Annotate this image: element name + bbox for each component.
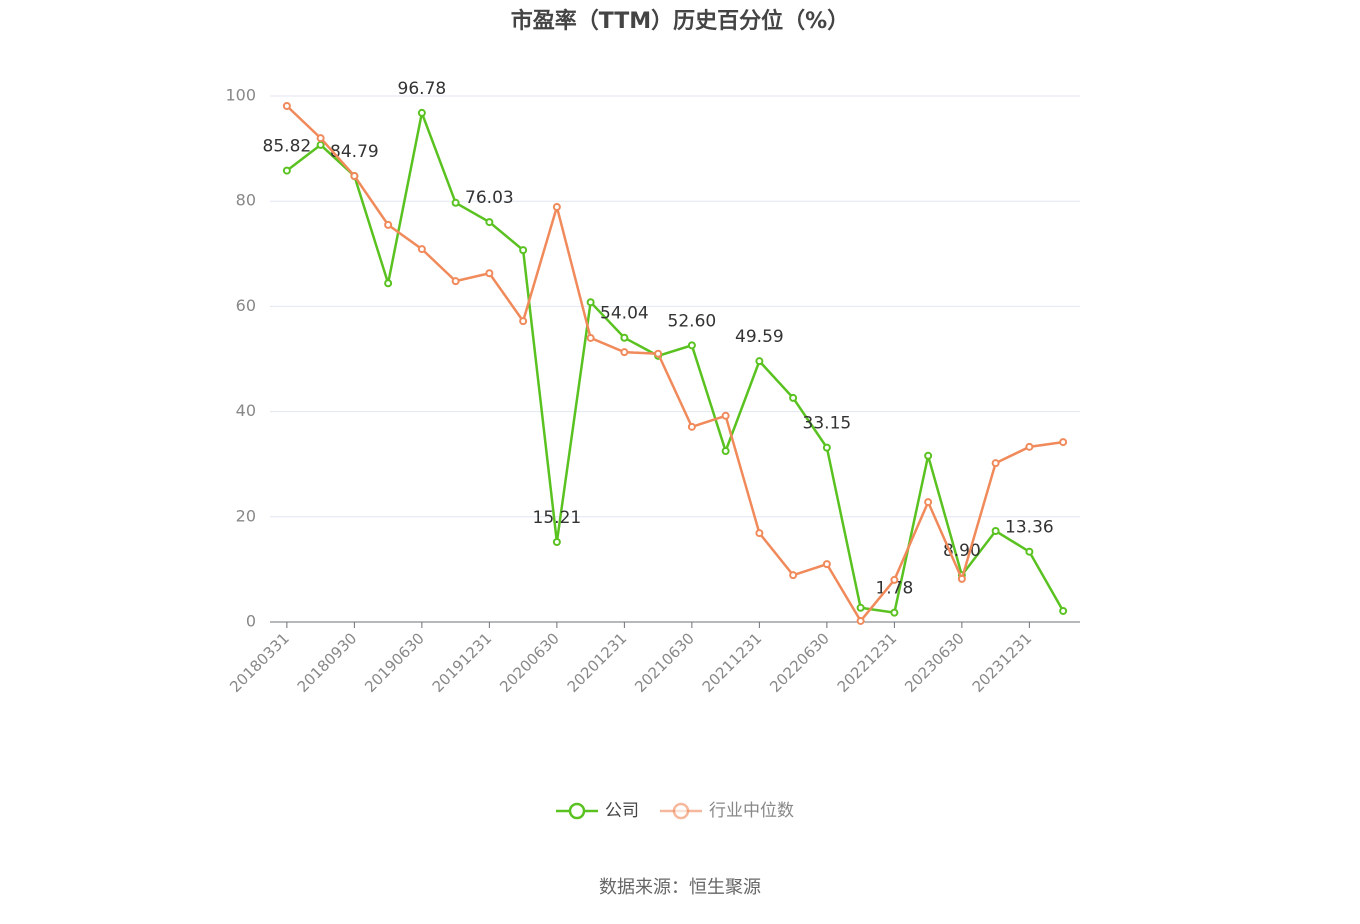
point — [924, 451, 933, 460]
point — [620, 333, 629, 342]
data-label: 13.36 — [1005, 518, 1054, 538]
point — [350, 171, 359, 180]
x-tick-label: 20180331 — [226, 629, 293, 696]
legend-marker — [568, 802, 586, 820]
source-note: 数据来源：恒生聚源 — [599, 877, 761, 898]
data-label: 54.04 — [600, 304, 649, 324]
point — [417, 108, 426, 117]
point — [822, 443, 831, 452]
chart-title: 市盈率（TTM）历史百分位（%） — [511, 8, 849, 34]
x-tick-label: 20201231 — [564, 629, 631, 696]
data-label: 1.78 — [875, 579, 913, 599]
point — [384, 279, 393, 288]
point — [822, 560, 831, 569]
point — [957, 574, 966, 583]
data-label: 49.59 — [735, 327, 784, 347]
point — [789, 393, 798, 402]
point — [789, 571, 798, 580]
point — [755, 357, 764, 366]
point — [451, 198, 460, 207]
x-tick-label: 20191231 — [429, 629, 496, 696]
series-line — [286, 105, 1064, 624]
x-tick-label: 20211231 — [699, 629, 766, 696]
x-tick-label: 20221231 — [834, 629, 901, 696]
point — [384, 220, 393, 229]
point — [1059, 438, 1068, 447]
point — [519, 317, 528, 326]
y-tick-label: 40 — [236, 401, 256, 420]
point — [519, 246, 528, 255]
point — [485, 218, 494, 227]
point — [586, 333, 595, 342]
point — [316, 140, 325, 149]
point — [417, 245, 426, 254]
point — [282, 101, 291, 110]
point — [620, 348, 629, 357]
point — [890, 608, 899, 617]
point — [1059, 606, 1068, 615]
y-tick-label: 100 — [225, 86, 256, 105]
series-line — [286, 108, 1065, 615]
data-label: 84.79 — [330, 142, 379, 162]
point — [1025, 442, 1034, 451]
point — [856, 616, 865, 625]
point — [485, 269, 494, 278]
x-tick-label: 20210630 — [631, 629, 698, 696]
point — [586, 298, 595, 307]
data-label: 96.78 — [398, 79, 447, 99]
x-tick-label: 20200630 — [496, 629, 563, 696]
legend-label: 公司 — [605, 801, 639, 821]
point — [991, 459, 1000, 468]
point — [755, 529, 764, 538]
point — [890, 575, 899, 584]
y-tick-label: 60 — [236, 296, 256, 315]
point — [282, 166, 291, 175]
point — [687, 341, 696, 350]
point — [856, 603, 865, 612]
x-tick-label: 20190630 — [361, 629, 428, 696]
x-tick-label: 20230630 — [901, 629, 968, 696]
data-label: 33.15 — [803, 414, 852, 434]
point — [721, 447, 730, 456]
legend-label: 行业中位数 — [709, 801, 794, 821]
y-tick-label: 0 — [246, 612, 256, 631]
point — [451, 277, 460, 286]
point — [552, 202, 561, 211]
y-tick-label: 80 — [236, 191, 256, 210]
data-label: 52.60 — [668, 311, 717, 331]
point — [687, 422, 696, 431]
point — [654, 349, 663, 358]
point — [316, 134, 325, 143]
x-tick-label: 20180930 — [294, 629, 361, 696]
data-label: 85.82 — [263, 137, 312, 157]
y-tick-label: 20 — [236, 506, 256, 525]
x-tick-label: 20231231 — [969, 629, 1036, 696]
legend-marker — [672, 802, 690, 820]
point — [924, 498, 933, 507]
point — [721, 411, 730, 420]
data-label: 15.21 — [533, 508, 582, 528]
point — [1025, 547, 1034, 556]
x-tick-label: 20220630 — [766, 629, 833, 696]
point — [552, 537, 561, 546]
point — [991, 527, 1000, 536]
data-label: 76.03 — [465, 188, 514, 208]
